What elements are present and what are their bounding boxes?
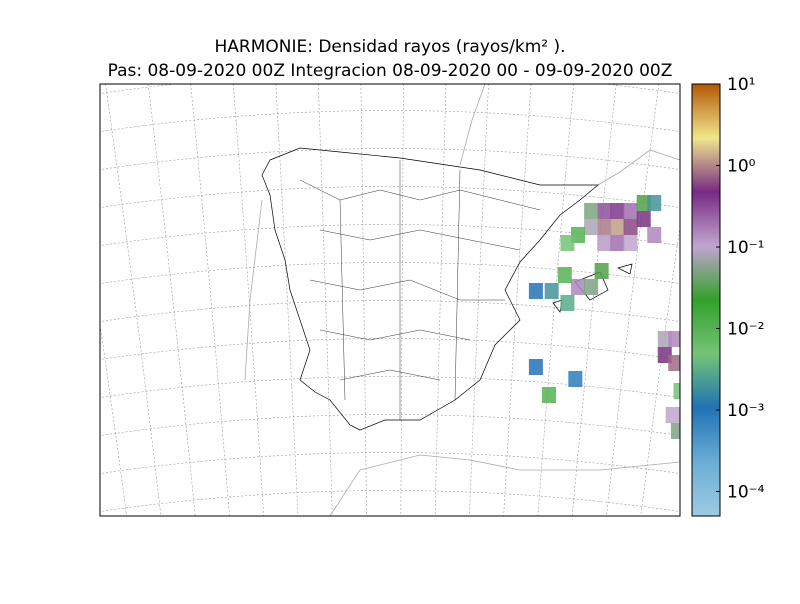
title: HARMONIE: Densidad rayos (rayos/km² ).: [214, 37, 565, 57]
provinces: [299, 160, 541, 420]
density-cell: [528, 359, 543, 375]
density-cell: [623, 235, 638, 251]
iberia: [261, 147, 633, 431]
density-cell: [597, 235, 612, 251]
meridian: [606, 84, 660, 516]
density-cell: [665, 407, 680, 423]
density-cell: [570, 227, 585, 243]
meridian: [0, 84, 25, 520]
colorbar: [691, 83, 721, 517]
parallel: [100, 376, 680, 398]
density-cell: [668, 331, 680, 347]
colorbar-tick-label: 10⁻¹: [727, 238, 764, 258]
density-cell: [560, 235, 575, 251]
meridian: [100, 322, 127, 516]
colorbar-tick-label: 10⁰: [727, 156, 756, 176]
density-cell: [673, 383, 680, 399]
density-cell: [647, 227, 662, 243]
density-cell: [623, 219, 638, 235]
density-cell: [584, 203, 599, 219]
coast-other: [244, 84, 680, 516]
density-cell: [636, 195, 651, 211]
meridian: [400, 84, 404, 516]
meridian: [503, 84, 532, 516]
density-cell: [610, 219, 625, 235]
meridian: [360, 84, 367, 516]
meridian: [275, 84, 299, 516]
meridian: [232, 84, 265, 516]
map: [0, 84, 680, 520]
meridian: [0, 84, 59, 520]
meridian: [20, 84, 93, 520]
density-cell: [584, 219, 599, 235]
parallel: [100, 186, 680, 208]
meridian: [190, 84, 230, 516]
meridian: [318, 84, 333, 516]
subtitle: Pas: 08-09-2020 00Z Integracion 08-09-20…: [108, 61, 673, 81]
parallel: [100, 490, 680, 512]
density-cell: [560, 295, 575, 311]
parallel: [100, 148, 680, 170]
parallel: [100, 452, 680, 474]
density-cell: [528, 283, 543, 299]
density-cell: [647, 195, 662, 211]
meridian: [147, 84, 196, 516]
density-cell: [544, 283, 559, 299]
meridian: [434, 84, 447, 516]
density-field: [528, 195, 680, 439]
density-cell: [597, 203, 612, 219]
meridian: [571, 84, 617, 516]
density-cell: [610, 235, 625, 251]
density-cell: [670, 423, 680, 439]
parallel: [100, 300, 680, 322]
parallel: [100, 414, 680, 436]
meridian: [640, 224, 680, 516]
density-cell: [597, 219, 612, 235]
colorbar-tick-label: 10¹: [727, 75, 755, 95]
density-cell: [657, 347, 672, 363]
colorbar-ticks: 10¹ 10⁰ 10⁻¹ 10⁻² 10⁻³ 10⁻⁴: [716, 75, 765, 502]
density-cell: [657, 331, 672, 347]
parallel: [100, 338, 680, 360]
parallel: [100, 110, 680, 132]
density-cell: [570, 279, 585, 295]
density-cell: [557, 267, 572, 283]
map-frame: [99, 83, 681, 517]
density-cell: [584, 279, 599, 295]
colorbar-tick-label: 10⁻³: [727, 401, 764, 421]
colorbar-tick-label: 10⁻⁴: [727, 482, 765, 502]
density-cell: [594, 263, 609, 279]
density-cell: [542, 387, 557, 403]
density-cell: [610, 203, 625, 219]
density-cell: [668, 355, 680, 371]
density-cell: [636, 211, 651, 227]
meridian: [537, 84, 574, 516]
colorbar-tick-label: 10⁻²: [727, 319, 764, 339]
density-cell: [623, 203, 638, 219]
density-cell: [568, 371, 583, 387]
meridian: [105, 84, 162, 516]
